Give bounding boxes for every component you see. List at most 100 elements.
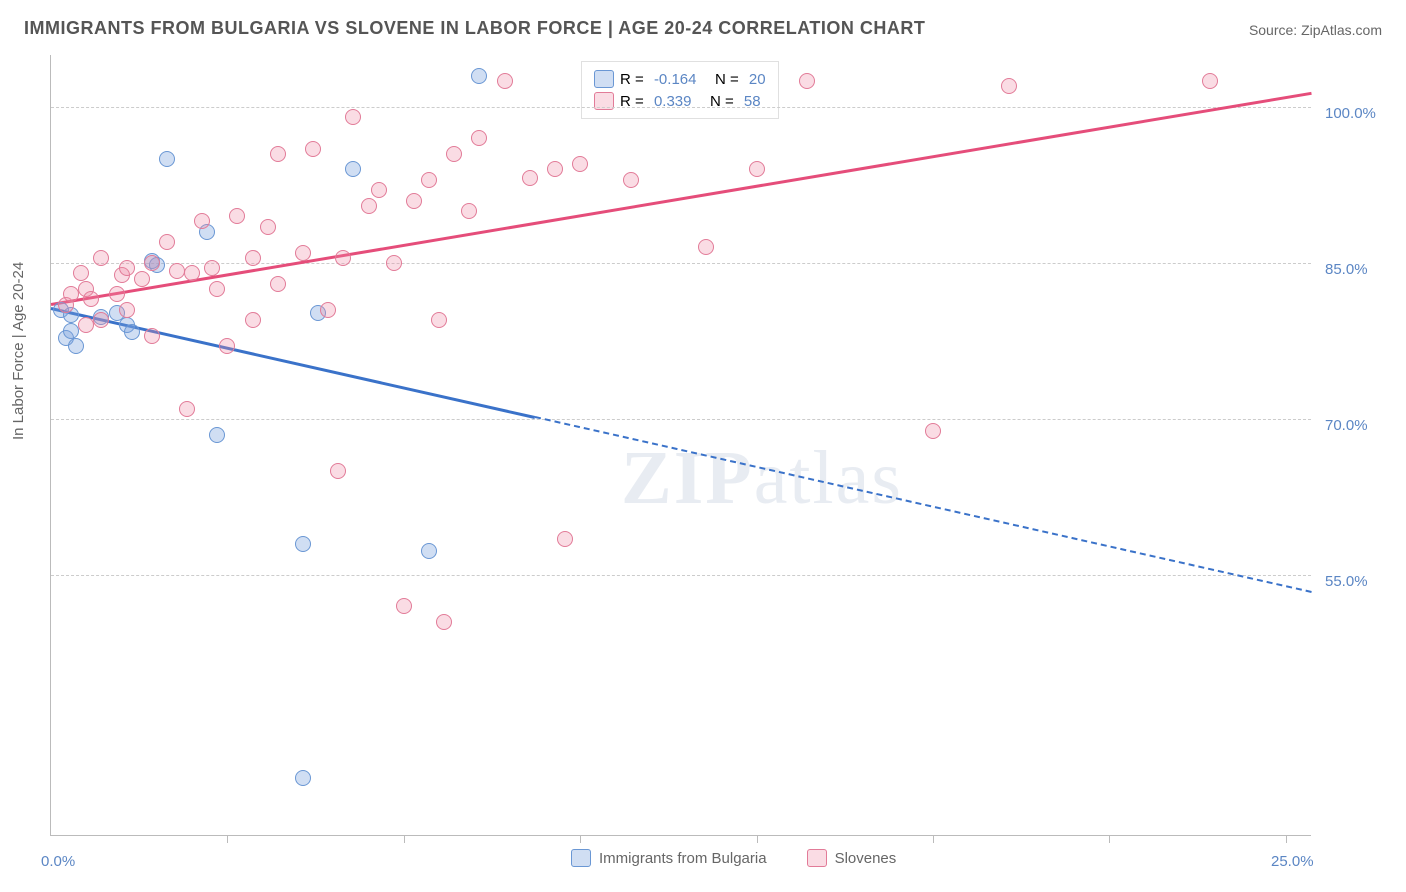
data-point xyxy=(144,255,160,271)
x-tick xyxy=(404,835,405,843)
data-point xyxy=(345,109,361,125)
data-point xyxy=(73,265,89,281)
data-point xyxy=(421,172,437,188)
legend-swatch xyxy=(571,849,591,867)
data-point xyxy=(749,161,765,177)
chart-plot-area: ZIPatlas R = -0.164 N = 20R = 0.339 N = … xyxy=(50,55,1311,836)
data-point xyxy=(270,146,286,162)
data-point xyxy=(93,312,109,328)
legend-row: R = 0.339 N = 58 xyxy=(594,90,766,112)
data-point xyxy=(159,151,175,167)
data-point xyxy=(557,531,573,547)
legend-r-value: -0.164 xyxy=(654,71,697,88)
x-tick xyxy=(1286,835,1287,843)
data-point xyxy=(421,543,437,559)
gridline xyxy=(51,263,1311,264)
legend-n-value: 20 xyxy=(749,71,766,88)
data-point xyxy=(124,324,140,340)
legend-n-label: N = xyxy=(702,71,742,88)
watermark-bold: ZIP xyxy=(621,436,754,520)
data-point xyxy=(396,598,412,614)
x-tick xyxy=(933,835,934,843)
x-axis-label: 25.0% xyxy=(1271,853,1314,870)
legend-series-label: Immigrants from Bulgaria xyxy=(599,850,767,867)
chart-title: IMMIGRANTS FROM BULGARIA VS SLOVENE IN L… xyxy=(24,18,925,39)
data-point xyxy=(204,260,220,276)
data-point xyxy=(522,170,538,186)
x-axis-label: 0.0% xyxy=(41,853,75,870)
data-point xyxy=(119,302,135,318)
trend-line xyxy=(51,91,1311,305)
legend-series-label: Slovenes xyxy=(835,850,897,867)
data-point xyxy=(229,208,245,224)
trend-line xyxy=(535,416,1312,593)
data-point xyxy=(159,234,175,250)
x-tick xyxy=(580,835,581,843)
gridline xyxy=(51,575,1311,576)
x-tick xyxy=(227,835,228,843)
data-point xyxy=(471,130,487,146)
data-point xyxy=(547,161,563,177)
data-point xyxy=(179,401,195,417)
data-point xyxy=(68,338,84,354)
data-point xyxy=(144,328,160,344)
data-point xyxy=(361,198,377,214)
data-point xyxy=(698,239,714,255)
x-tick xyxy=(757,835,758,843)
data-point xyxy=(245,312,261,328)
data-point xyxy=(209,281,225,297)
data-point xyxy=(371,182,387,198)
data-point xyxy=(295,245,311,261)
legend-correlation-box: R = -0.164 N = 20R = 0.339 N = 58 xyxy=(581,61,779,119)
data-point xyxy=(219,338,235,354)
legend-series-item: Immigrants from Bulgaria xyxy=(571,849,767,867)
legend-series-item: Slovenes xyxy=(807,849,897,867)
data-point xyxy=(471,68,487,84)
data-point xyxy=(1001,78,1017,94)
data-point xyxy=(119,260,135,276)
legend-row: R = -0.164 N = 20 xyxy=(594,68,766,90)
data-point xyxy=(799,73,815,89)
data-point xyxy=(623,172,639,188)
data-point xyxy=(194,213,210,229)
data-point xyxy=(169,263,185,279)
data-point xyxy=(386,255,402,271)
data-point xyxy=(134,271,150,287)
data-point xyxy=(83,291,99,307)
data-point xyxy=(184,265,200,281)
y-axis-label: 85.0% xyxy=(1325,261,1368,278)
gridline xyxy=(51,107,1311,108)
legend-swatch xyxy=(807,849,827,867)
legend-r-label: R = xyxy=(620,71,648,88)
data-point xyxy=(572,156,588,172)
data-point xyxy=(497,73,513,89)
data-point xyxy=(78,317,94,333)
data-point xyxy=(245,250,261,266)
data-point xyxy=(431,312,447,328)
watermark-rest: atlas xyxy=(754,436,903,520)
data-point xyxy=(93,250,109,266)
data-point xyxy=(295,770,311,786)
data-point xyxy=(295,536,311,552)
y-axis-title: In Labor Force | Age 20-24 xyxy=(10,262,27,440)
source-label: Source: ZipAtlas.com xyxy=(1249,22,1382,38)
data-point xyxy=(320,302,336,318)
data-point xyxy=(345,161,361,177)
legend-swatch xyxy=(594,70,614,88)
data-point xyxy=(1202,73,1218,89)
data-point xyxy=(109,286,125,302)
data-point xyxy=(209,427,225,443)
data-point xyxy=(406,193,422,209)
legend-series: Immigrants from Bulgaria Slovenes xyxy=(571,849,896,867)
y-axis-label: 100.0% xyxy=(1325,105,1376,122)
data-point xyxy=(436,614,452,630)
data-point xyxy=(63,323,79,339)
y-axis-label: 55.0% xyxy=(1325,573,1368,590)
data-point xyxy=(260,219,276,235)
data-point xyxy=(305,141,321,157)
x-tick xyxy=(1109,835,1110,843)
data-point xyxy=(446,146,462,162)
data-point xyxy=(63,286,79,302)
watermark: ZIPatlas xyxy=(621,435,903,522)
data-point xyxy=(925,423,941,439)
